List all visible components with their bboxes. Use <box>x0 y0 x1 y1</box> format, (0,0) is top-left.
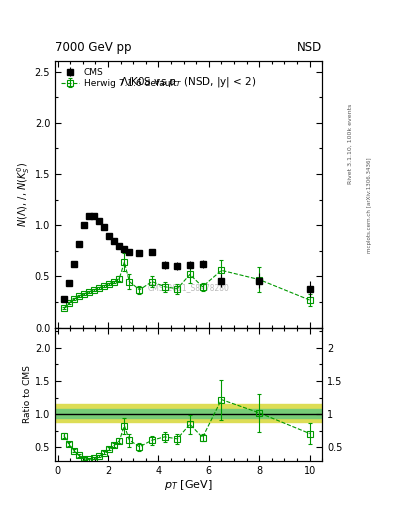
Y-axis label: $N(\Lambda)$, /, $N(K^{0}_{S})$: $N(\Lambda)$, /, $N(K^{0}_{S})$ <box>15 162 32 227</box>
Legend: CMS, Herwig 7.1.6 default: CMS, Herwig 7.1.6 default <box>59 66 178 90</box>
Bar <box>55 404 322 422</box>
Text: $\Lambda$/K0S vs $p_T$ (NSD, |y| < 2): $\Lambda$/K0S vs $p_T$ (NSD, |y| < 2) <box>120 75 257 89</box>
Y-axis label: Ratio to CMS: Ratio to CMS <box>23 365 32 423</box>
Text: 7000 GeV pp: 7000 GeV pp <box>55 41 132 54</box>
X-axis label: $p_T$ [GeV]: $p_T$ [GeV] <box>164 478 213 493</box>
Bar <box>55 409 322 418</box>
Text: CMS_2011_S8978280: CMS_2011_S8978280 <box>148 283 230 292</box>
Text: NSD: NSD <box>297 41 322 54</box>
Text: Rivet 3.1.10, 100k events: Rivet 3.1.10, 100k events <box>348 103 353 183</box>
Text: mcplots.cern.ch [arXiv:1306.3436]: mcplots.cern.ch [arXiv:1306.3436] <box>367 157 373 252</box>
